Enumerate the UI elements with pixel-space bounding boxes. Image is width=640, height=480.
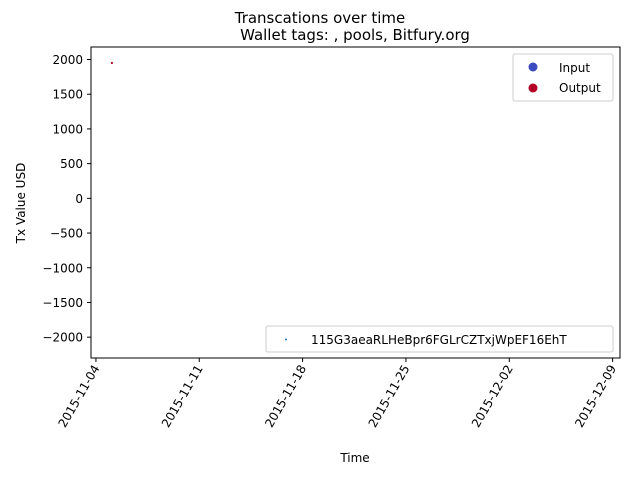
x-tick-label: 2015-12-09: [572, 363, 619, 430]
legend-output-marker: [528, 83, 538, 93]
x-tick-label: 2015-11-04: [56, 363, 103, 430]
data-point-output: [110, 61, 114, 65]
plot-frame: [90, 46, 621, 359]
y-tick-label: 1000: [52, 122, 83, 136]
y-tick-label: −500: [50, 227, 83, 241]
x-tick-label: 2015-11-18: [262, 363, 309, 430]
y-axis-label: Tx Value USD: [14, 163, 28, 245]
legend-output-label: Output: [559, 81, 601, 95]
y-tick-label: 500: [60, 157, 83, 171]
chart-suptitle: Transcations over time: [234, 9, 406, 27]
legend-wallet-label: 115G3aeaRLHeBpr6FGLrCZTxjWpEF16EhT: [311, 333, 567, 347]
legend-direction-frame: [512, 53, 614, 102]
legend-wallet: 115G3aeaRLHeBpr6FGLrCZTxjWpEF16EhT: [265, 325, 614, 353]
chart-title: Wallet tags: , pools, Bitfury.org: [240, 26, 470, 44]
legend-input-label: Input: [559, 61, 590, 75]
y-tick-label: 1500: [52, 88, 83, 102]
y-tick-label: −2000: [42, 331, 83, 345]
legend-direction: Input Output: [512, 53, 614, 102]
data-points: [110, 61, 114, 65]
x-tick-label: 2015-12-02: [469, 363, 516, 430]
y-tick-label: 0: [75, 192, 83, 206]
y-tick-label: −1000: [42, 261, 83, 275]
x-tick-label: 2015-11-11: [159, 363, 206, 430]
legend-input-marker: [528, 62, 538, 72]
y-tick-label: 2000: [52, 53, 83, 67]
legend-wallet-frame: [265, 325, 614, 353]
x-tick-label: 2015-11-25: [366, 363, 413, 430]
y-tick-label: −1500: [42, 296, 83, 310]
legend-wallet-marker: [285, 338, 287, 341]
axis-ticks: 2000 1500 1000 500 0 −500 −1000 −1500 −2000 2015-…: [42, 53, 619, 430]
x-axis-label: Time: [339, 451, 369, 465]
